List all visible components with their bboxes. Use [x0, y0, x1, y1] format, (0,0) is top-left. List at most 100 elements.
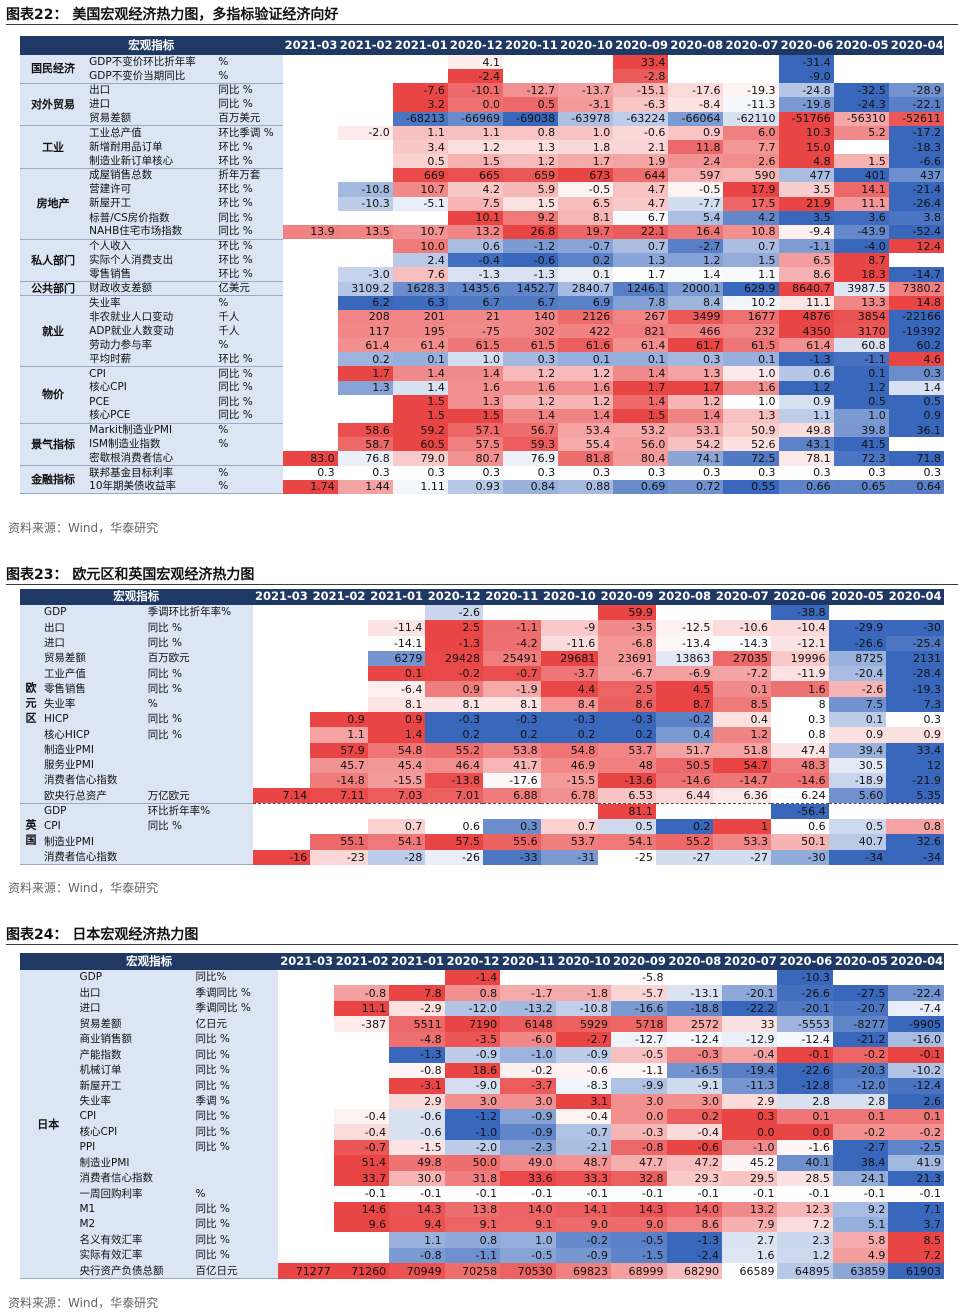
- indicator-name: 出口: [86, 83, 217, 98]
- indicator-unit: 同比 %: [193, 1247, 279, 1264]
- table-row: ISM制造业指数% 58.7 60.5 57.5 59.3 55.4 56.0 54.2 52.…: [20, 437, 944, 452]
- indicator-unit: 百亿日元: [193, 1263, 279, 1280]
- value-cell: [253, 605, 311, 620]
- value-cell: -9.9: [611, 1078, 667, 1094]
- value-cell: -1.6: [777, 1139, 833, 1156]
- value-cell: 2.9: [721, 1093, 778, 1109]
- value-cell: 4.4: [540, 681, 599, 697]
- value-cell: -0.5: [611, 1047, 667, 1063]
- value-cell: 0.0: [611, 1108, 667, 1125]
- value-cell: 1.1: [778, 408, 834, 424]
- table-row: 进口 同比 % 3.2 0.0 0.5 -3.1 -6.3 -8.4 -11.3 -19.8 -24…: [20, 97, 944, 112]
- value-cell: 9.1: [444, 1217, 501, 1233]
- value-cell: 0.8: [503, 125, 559, 140]
- value-cell: -0.6: [613, 125, 669, 140]
- value-cell: 1.2: [668, 253, 724, 268]
- value-cell: 40.1: [777, 1155, 833, 1171]
- value-cell: 1.0: [833, 408, 889, 424]
- value-cell: -43.9: [833, 224, 889, 240]
- value-cell: [283, 239, 338, 253]
- header-row: 宏观指标 2021-03 2021-02 2021-01 2020-12 2020-11 2…: [20, 36, 944, 55]
- value-cell: -1.5: [611, 1247, 667, 1264]
- value-cell: [886, 605, 944, 620]
- value-cell: -17.2: [888, 125, 944, 140]
- value-cell: -9.0: [778, 69, 834, 84]
- column-header: 2020-08: [666, 953, 722, 970]
- value-cell: -0.6: [389, 1124, 445, 1140]
- value-cell: [368, 605, 426, 620]
- value-cell: 0.3: [317, 466, 335, 480]
- value-cell: -62110: [723, 111, 779, 126]
- value-cell: [723, 55, 778, 69]
- value-cell: -0.4: [333, 1124, 390, 1140]
- value-cell: -0.5: [611, 1232, 667, 1248]
- value-cell: 3.1: [555, 1093, 612, 1109]
- value-cell: -5.7: [611, 985, 667, 1001]
- indicator-unit: 同比 %: [216, 408, 283, 424]
- section-23-title: 图表23： 欧元区和英国宏观经济热力图: [6, 567, 255, 583]
- value-cell: 0.8: [886, 818, 944, 835]
- value-cell: [889, 253, 944, 267]
- column-header: 2020-11: [503, 36, 559, 55]
- value-cell: 21: [447, 309, 504, 324]
- indicator-name: GDP: [40, 803, 146, 819]
- indicator-name: 制造业PMI: [40, 834, 146, 850]
- value-cell: -1.4: [444, 970, 501, 986]
- column-header: 2020-07: [713, 589, 772, 605]
- value-cell: 57.1: [447, 423, 504, 438]
- value-cell: -1.3: [778, 352, 834, 367]
- value-cell: 6.0: [723, 125, 779, 140]
- value-cell: 48.7: [555, 1155, 612, 1171]
- value-cell: 33.4: [886, 742, 944, 758]
- value-cell: 0.2: [598, 727, 656, 743]
- value-cell: 18.3: [833, 267, 889, 282]
- value-cell: 0.1: [828, 711, 887, 728]
- indicator-unit: 环比 %: [216, 352, 283, 367]
- table-row: 失业率% 8.1 8.1 8.1 8.4 8.6 8.7 8.5 8 7.5 7.3: [20, 696, 944, 712]
- value-cell: 16.4: [668, 224, 724, 240]
- value-cell: -28: [367, 849, 426, 865]
- value-cell: -21.4: [888, 182, 944, 197]
- value-cell: -2.4: [447, 69, 504, 84]
- value-cell: 68290: [666, 1263, 722, 1279]
- value-cell: 79.0: [392, 451, 448, 466]
- indicator-unit: 环比 %: [216, 139, 283, 155]
- value-cell: 8.5: [888, 1232, 944, 1248]
- value-cell: -10.8: [337, 182, 393, 197]
- value-cell: -13.1: [666, 985, 722, 1001]
- value-cell: 10.2: [723, 295, 779, 310]
- value-cell: [338, 55, 393, 69]
- value-cell: -26.6: [777, 985, 833, 1001]
- value-cell: 5.1: [832, 1217, 889, 1233]
- value-cell: 1.4: [558, 408, 614, 424]
- value-cell: 51.4: [333, 1155, 390, 1171]
- indicator-unit: 同比 %: [145, 666, 253, 682]
- indicator-unit: 同比 %: [193, 1047, 279, 1063]
- value-cell: 0.5: [828, 818, 887, 835]
- value-cell: 1.2: [668, 394, 724, 409]
- value-cell: -3.5: [598, 620, 656, 636]
- indicator-unit: 同比 %: [216, 224, 283, 240]
- value-cell: -0.3: [666, 1047, 722, 1063]
- value-cell: 821: [613, 323, 669, 339]
- table-row: 商业销售额 同比 % -4.8 -3.5 -6.0 -2.7 -12.7 -12.4 -12.9…: [20, 1031, 944, 1048]
- indicator-unit: [145, 773, 253, 789]
- value-cell: [283, 154, 338, 168]
- value-cell: -21.9: [886, 773, 944, 789]
- value-cell: 5.9: [503, 182, 559, 197]
- value-cell: 6.44: [655, 788, 714, 804]
- value-cell: 55.2: [655, 834, 714, 850]
- value-cell: [338, 83, 393, 97]
- indicator-name: 失业率: [76, 1093, 194, 1109]
- value-cell: 71277: [278, 1263, 334, 1279]
- value-cell: -20.3: [832, 1062, 889, 1079]
- table-row: 消费者信心指数 33.7 30.0 31.8 33.6 33.3 32.8 29.3 29.5 2…: [20, 1170, 944, 1187]
- column-header: 2020-09: [611, 953, 667, 970]
- value-cell: -31: [540, 849, 599, 865]
- value-cell: 8.4: [540, 696, 599, 712]
- value-cell: 3.0: [611, 1093, 667, 1109]
- value-cell: 7190: [444, 1016, 501, 1032]
- indicator-name: 消费者信心指数: [76, 1170, 194, 1187]
- indicator-unit: 同比 %: [145, 711, 253, 728]
- value-cell: [540, 803, 599, 819]
